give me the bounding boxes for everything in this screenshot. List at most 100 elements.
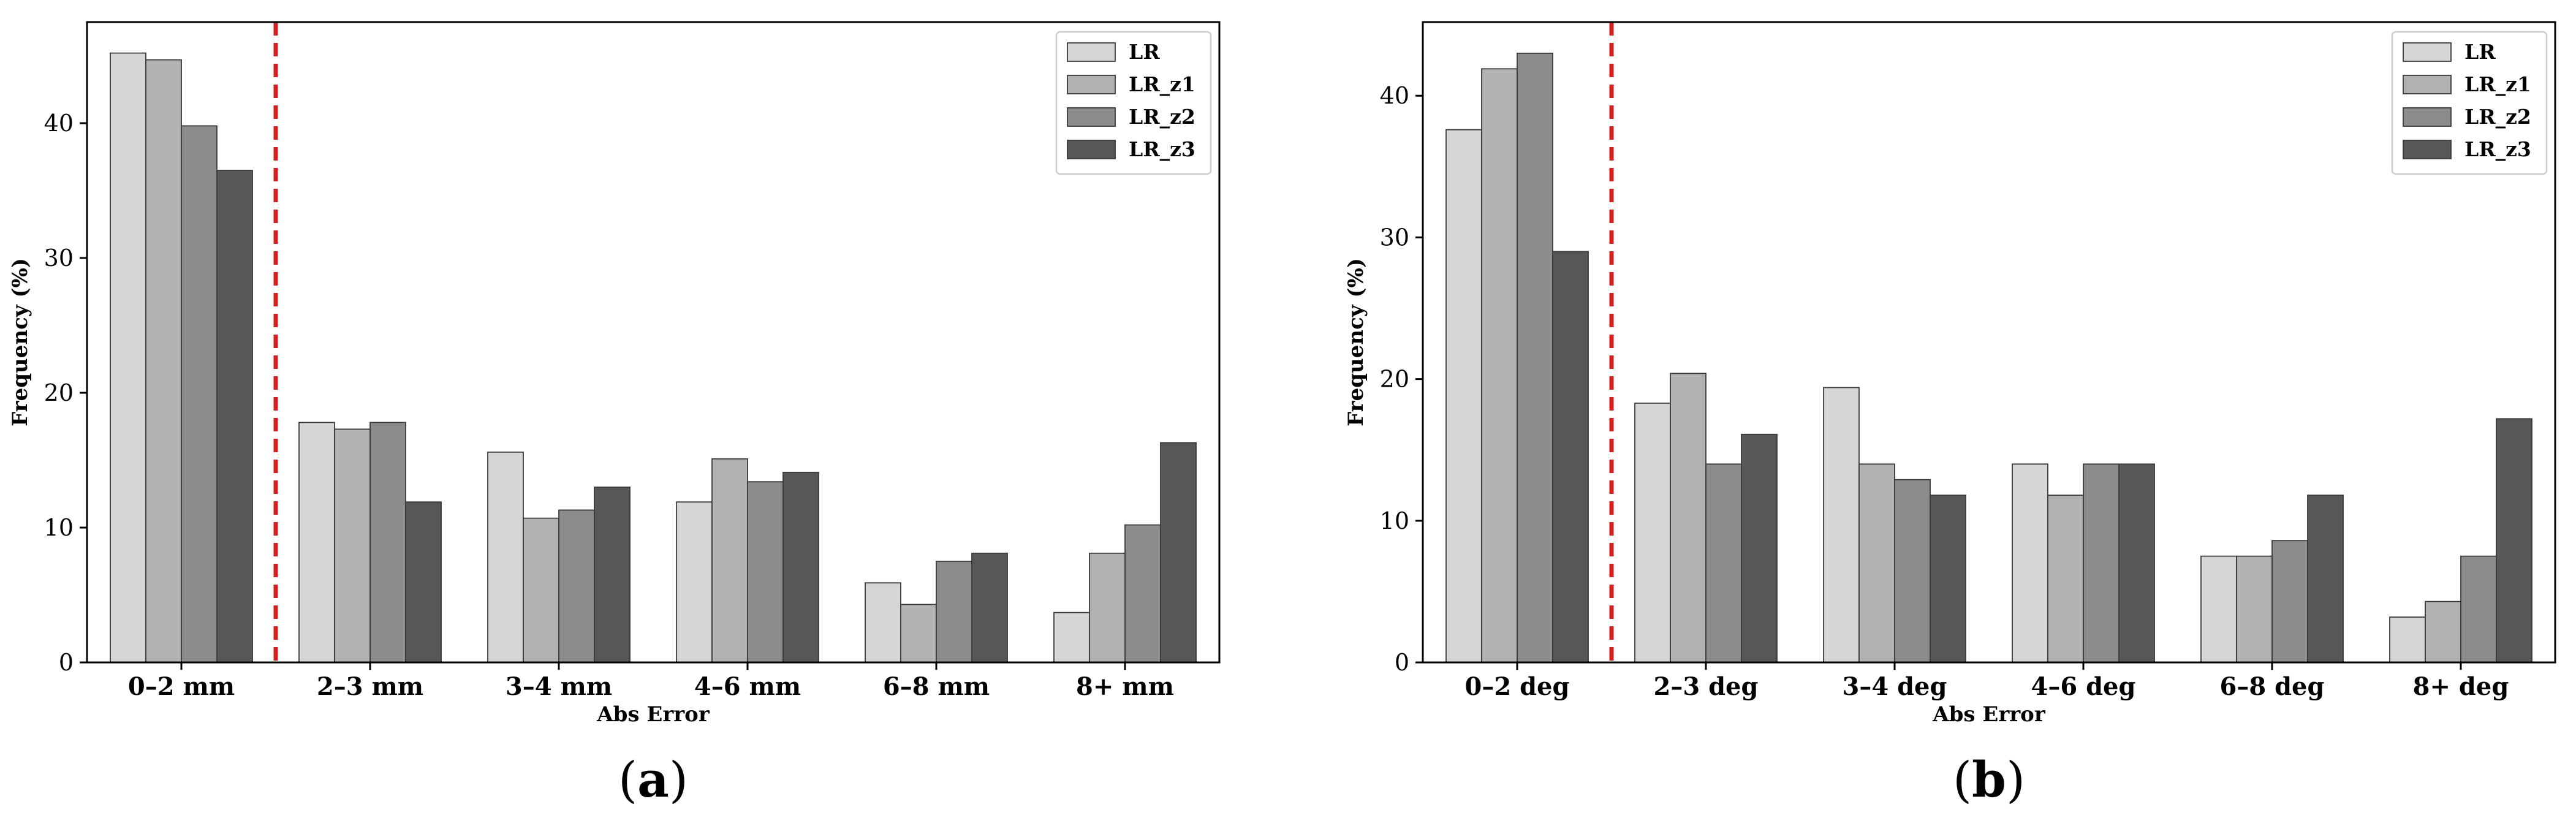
x-axis-label: Abs Error <box>596 702 710 727</box>
bar-lr-z1-3 <box>711 458 748 663</box>
bar-lr-2 <box>487 451 524 663</box>
bar-lr-z1-3 <box>2047 495 2084 663</box>
panel-label: (b) <box>1953 751 2025 808</box>
chart-panel-a: 0 10 20 30 40 0–2 mm 2–3 mm 3–4 mm 4–6 mm 6–8 mm 8… <box>8 21 1221 808</box>
bar-lr-z2-1 <box>1705 463 1742 663</box>
legend-box <box>1055 31 1212 175</box>
x-tick-label: 0–2 deg <box>1465 672 1570 701</box>
chart-panel-b: 0 10 20 30 40 0–2 deg 2–3 deg 3–4 deg 4–6 deg 6–8… <box>1344 21 2556 808</box>
x-tick-label: 0–2 mm <box>128 672 235 701</box>
y-tick-label: 30 <box>44 245 74 271</box>
axes-frame <box>1422 21 2556 664</box>
bar-lr-4 <box>2200 555 2237 663</box>
bar-lr-z3-3 <box>782 471 819 663</box>
x-tick-label: 4–6 deg <box>2031 672 2136 701</box>
legend-swatch-lr-z3 <box>1067 140 1116 159</box>
x-tick-label: 6–8 mm <box>883 672 990 701</box>
bar-lr-1 <box>1634 403 1671 663</box>
legend-label-lr-z1: LR_z1 <box>1129 72 1195 96</box>
y-tick-label: 0 <box>59 649 74 676</box>
legend-swatch-lr-z2 <box>1067 107 1116 127</box>
y-tick-label: 20 <box>44 379 74 406</box>
bar-lr-z3-1 <box>1741 433 1778 663</box>
bar-lr-z2-2 <box>558 509 595 663</box>
bar-lr-z2-3 <box>2083 463 2120 663</box>
axes-frame <box>86 21 1221 664</box>
x-axis-label: Abs Error <box>1932 702 2046 727</box>
y-tick-label: 0 <box>1395 649 1409 676</box>
legend-swatch-lr-z3 <box>2403 140 2452 159</box>
bar-lr-z3-4 <box>971 552 1008 663</box>
bar-lr-z1-0 <box>145 59 182 663</box>
bar-lr-z2-4 <box>2271 540 2308 663</box>
legend: LR LR_z1 LR_z2 LR_z3 <box>2391 31 2548 175</box>
bar-lr-0 <box>1445 129 1482 663</box>
legend-swatch-lr <box>1067 42 1116 62</box>
bar-lr-z1-2 <box>1858 463 1895 663</box>
bar-lr-4 <box>865 582 901 663</box>
legend-label-lr: LR <box>2464 40 2496 64</box>
bar-lr-5 <box>1053 612 1090 663</box>
legend-swatch-lr-z1 <box>1067 75 1116 94</box>
legend-label-lr-z2: LR_z2 <box>2464 105 2531 129</box>
x-tick-label: 3–4 mm <box>506 672 612 701</box>
bar-lr-1 <box>298 422 335 663</box>
legend-box <box>2391 31 2548 175</box>
bar-lr-5 <box>2389 616 2426 663</box>
bar-lr-z1-4 <box>900 604 937 663</box>
panel-letter: b <box>1972 751 2006 808</box>
panel-paren: ( <box>1953 751 1972 808</box>
legend-swatch-lr-z2 <box>2403 107 2452 127</box>
x-tick-label: 3–4 deg <box>1843 672 1947 701</box>
legend-swatch-lr <box>2403 42 2452 62</box>
bar-lr-z3-5 <box>2496 418 2532 663</box>
legend-swatch-lr-z1 <box>2403 75 2452 94</box>
legend-label-lr-z1: LR_z1 <box>2464 72 2531 96</box>
bar-lr-z2-1 <box>369 422 406 663</box>
y-axis-label: Frequency (%) <box>8 258 32 426</box>
y-tick-label: 40 <box>1380 82 1409 109</box>
bar-lr-z2-0 <box>181 125 218 663</box>
panel-label: (a) <box>618 751 688 808</box>
x-tick-label: 4–6 mm <box>694 672 801 701</box>
bar-lr-z3-2 <box>594 487 631 663</box>
bar-lr-z2-2 <box>1894 479 1931 663</box>
bar-lr-z3-1 <box>405 501 442 663</box>
bar-lr-0 <box>110 52 146 663</box>
bar-lr-z1-5 <box>1089 552 1126 663</box>
y-tick-label: 10 <box>44 514 74 541</box>
panel-paren: ) <box>669 751 688 808</box>
panel-letter: a <box>637 751 669 808</box>
legend-label-lr: LR <box>1129 40 1160 64</box>
x-tick-label: 8+ mm <box>1076 672 1174 701</box>
bar-lr-z1-1 <box>1670 373 1707 663</box>
y-tick-label: 30 <box>1380 224 1409 251</box>
y-tick-label: 10 <box>1380 507 1409 534</box>
legend: LR LR_z1 LR_z2 LR_z3 <box>1055 31 1212 175</box>
bar-lr-z3-2 <box>1930 495 1966 663</box>
bar-lr-z3-4 <box>2307 495 2344 663</box>
bar-lr-z3-3 <box>2118 463 2155 663</box>
y-tick-label: 20 <box>1380 366 1409 393</box>
x-tick-label: 8+ deg <box>2413 672 2509 701</box>
legend-label-lr-z3: LR_z3 <box>1129 137 1195 161</box>
bar-lr-3 <box>2012 463 2048 663</box>
panel-paren: ( <box>618 751 637 808</box>
legend-label-lr-z3: LR_z3 <box>2464 137 2531 161</box>
y-tick-label: 40 <box>44 110 74 137</box>
bar-lr-z2-4 <box>936 561 972 663</box>
bar-lr-z2-3 <box>747 481 784 663</box>
bar-lr-2 <box>1823 387 1860 663</box>
bar-lr-z3-0 <box>1552 251 1589 663</box>
bar-lr-z3-5 <box>1160 442 1197 663</box>
legend-label-lr-z2: LR_z2 <box>1129 105 1195 129</box>
y-axis-label: Frequency (%) <box>1344 258 1368 426</box>
bar-lr-3 <box>676 501 713 663</box>
bar-lr-z3-0 <box>216 170 253 663</box>
bar-lr-z1-5 <box>2425 601 2461 663</box>
x-tick-label: 2–3 mm <box>317 672 423 701</box>
bar-lr-z2-5 <box>2460 555 2497 663</box>
bar-lr-z1-0 <box>1481 68 1518 663</box>
bar-lr-z1-2 <box>523 517 559 663</box>
